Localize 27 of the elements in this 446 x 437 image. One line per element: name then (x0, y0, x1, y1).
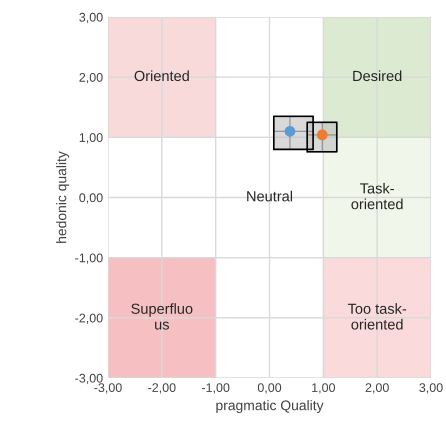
bar (323, 258, 431, 378)
y-tick-label: 2,00 (79, 72, 103, 84)
data-label: Oriented (134, 70, 189, 82)
x-tick-label: 3,00 (419, 383, 443, 394)
y-tick-label: -2,00 (75, 314, 103, 324)
y-tick-label: -1,00 (75, 253, 103, 264)
x-tick-label: 1,00 (312, 383, 336, 394)
annotation: Neutral (247, 190, 292, 202)
x-tick-label: -2,00 (148, 383, 176, 394)
y-tick-label: 3,00 (79, 12, 103, 24)
data-label: Too task- oriented (348, 303, 406, 330)
x-tick-label: 2,00 (366, 383, 389, 394)
y-axis-title: hedonic quality (56, 151, 70, 243)
x-tick-label: 0,00 (258, 383, 282, 394)
bar (108, 258, 216, 378)
x-axis-title: pragmatic Quality (216, 400, 324, 414)
data-label: Desired (353, 70, 402, 82)
x-tick-label: -1,00 (202, 383, 230, 394)
bar (323, 137, 431, 258)
bar (108, 17, 216, 138)
bar (323, 17, 431, 138)
data-label: Task- oriented (351, 182, 403, 210)
y-tick-label: 0,00 (79, 193, 103, 204)
y-tick-label: -3,00 (75, 374, 103, 384)
x-tick-label: -3,00 (94, 383, 122, 394)
data-label: Superfluo us (131, 303, 192, 330)
y-tick-label: 1,00 (80, 133, 103, 144)
